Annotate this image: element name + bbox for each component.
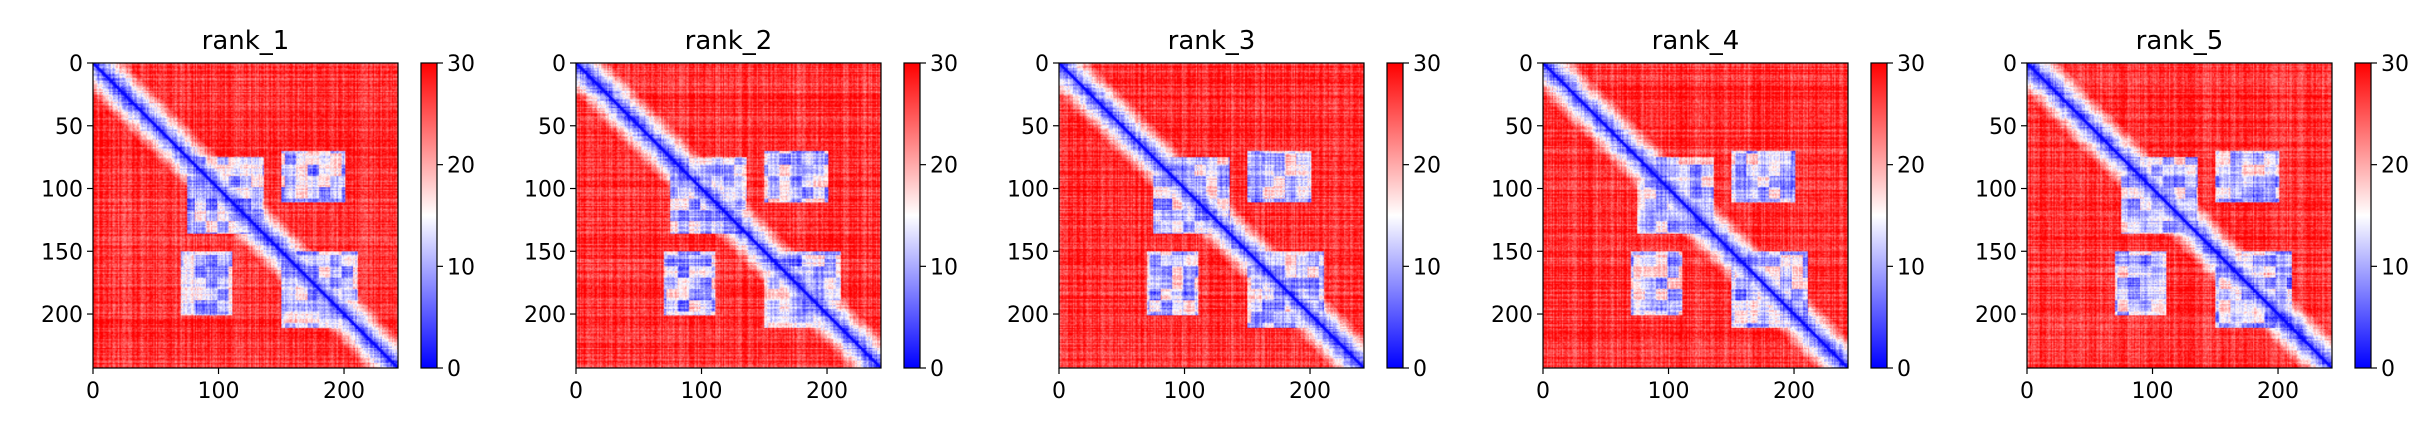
colorbar-tick-label: 0: [1413, 357, 1427, 382]
colorbar-tick-label: 30: [1413, 52, 1441, 77]
colorbar-tick-label: 10: [447, 255, 475, 280]
x-tick-label: 0: [569, 379, 583, 404]
colorbar-tick-label: 0: [2381, 357, 2395, 382]
plot-frame: [1542, 62, 1849, 369]
colorbar-tick-label: 30: [2381, 52, 2409, 77]
panel-title: rank_1: [202, 26, 290, 56]
y-tick-label: 50: [55, 115, 83, 140]
colorbar-tick-label: 0: [447, 357, 461, 382]
x-tick-label: 200: [323, 379, 365, 404]
colorbar-tick-label: 30: [930, 52, 958, 77]
y-tick-label: 100: [524, 178, 566, 203]
y-tick-label: 50: [538, 115, 566, 140]
colorbar-tick-label: 20: [447, 154, 475, 179]
plot-frame: [575, 62, 882, 369]
colorbar: [1870, 62, 1888, 369]
y-tick-label: 100: [1975, 178, 2017, 203]
y-tick-label: 200: [1975, 303, 2017, 328]
x-tick-label: 100: [2132, 379, 2174, 404]
plot-frame: [2026, 62, 2333, 369]
heatmap-image: [93, 63, 398, 368]
x-tick-label: 0: [1536, 379, 1550, 404]
x-tick-label: 0: [2020, 379, 2034, 404]
panel-title: rank_2: [685, 26, 773, 56]
heatmap-panel-4: rank_4 0 50 100 150 200 0 100 200 0 10 20 30: [1491, 26, 1925, 404]
colorbar-tick-label: 20: [930, 154, 958, 179]
heatmap-image: [1059, 63, 1364, 368]
heatmap-image: [2027, 63, 2332, 368]
heatmap-image: [576, 63, 881, 368]
colorbar-tick-label: 20: [1413, 154, 1441, 179]
y-tick-label: 50: [1989, 115, 2017, 140]
colorbar: [903, 62, 921, 369]
heatmap-image: [1543, 63, 1848, 368]
panel-title: rank_4: [1652, 26, 1740, 56]
plot-frame: [92, 62, 399, 369]
colorbar-tick-label: 20: [1897, 154, 1925, 179]
colorbar-tick-label: 10: [1413, 255, 1441, 280]
colorbar-tick-label: 10: [930, 255, 958, 280]
y-tick-label: 150: [41, 240, 83, 265]
colorbar-tick-label: 0: [1897, 357, 1911, 382]
y-tick-label: 0: [69, 52, 83, 77]
y-tick-label: 200: [1491, 303, 1533, 328]
x-tick-label: 100: [198, 379, 240, 404]
y-tick-label: 200: [1007, 303, 1049, 328]
colorbar: [420, 62, 438, 369]
colorbar-tick-label: 10: [2381, 255, 2409, 280]
x-tick-label: 100: [1164, 379, 1206, 404]
colorbar: [2354, 62, 2372, 369]
y-tick-label: 100: [1491, 178, 1533, 203]
colorbar: [1386, 62, 1404, 369]
y-tick-label: 100: [41, 178, 83, 203]
colorbar-tick-label: 10: [1897, 255, 1925, 280]
y-tick-label: 0: [1519, 52, 1533, 77]
x-tick-label: 200: [1773, 379, 1815, 404]
heatmap-panel-2: rank_2 0 50 100 150 200 0 100 200 0 10 20 30: [524, 26, 958, 404]
y-tick-label: 50: [1021, 115, 1049, 140]
panel-title: rank_3: [1168, 26, 1256, 56]
plot-frame: [1058, 62, 1365, 369]
y-tick-label: 150: [524, 240, 566, 265]
heatmap-panel-1: rank_1 0 50 100 150 200 0 100 200 0 10 20 30: [41, 26, 475, 404]
x-tick-label: 0: [1052, 379, 1066, 404]
heatmap-panel-5: rank_5 0 50 100 150 200 0 100 200 0 10 20 30: [1975, 26, 2409, 404]
heatmap-panel-3: rank_3 0 50 100 150 200 0 100 200 0 10 20 30: [1007, 26, 1441, 404]
colorbar-tick-label: 20: [2381, 154, 2409, 179]
y-tick-label: 200: [524, 303, 566, 328]
x-tick-label: 200: [2257, 379, 2299, 404]
y-tick-label: 50: [1505, 115, 1533, 140]
y-tick-label: 200: [41, 303, 83, 328]
y-tick-label: 0: [1035, 52, 1049, 77]
y-tick-label: 150: [1007, 240, 1049, 265]
panel-title: rank_5: [2136, 26, 2224, 56]
colorbar-tick-label: 30: [447, 52, 475, 77]
y-tick-label: 0: [552, 52, 566, 77]
x-tick-label: 0: [86, 379, 100, 404]
y-tick-label: 0: [2003, 52, 2017, 77]
x-tick-label: 100: [681, 379, 723, 404]
y-tick-label: 100: [1007, 178, 1049, 203]
y-tick-label: 150: [1975, 240, 2017, 265]
y-tick-label: 150: [1491, 240, 1533, 265]
x-tick-label: 100: [1648, 379, 1690, 404]
colorbar-tick-label: 30: [1897, 52, 1925, 77]
x-tick-label: 200: [1289, 379, 1331, 404]
colorbar-tick-label: 0: [930, 357, 944, 382]
x-tick-label: 200: [806, 379, 848, 404]
